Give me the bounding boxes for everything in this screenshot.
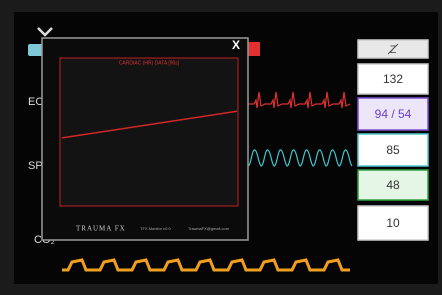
vital-value: 94 / 54 bbox=[375, 107, 412, 121]
vital-value[interactable]: Z bbox=[390, 44, 397, 56]
chart-title: CARDIAC (HR) DATA [90s] bbox=[119, 60, 180, 66]
channel-label: EC bbox=[28, 96, 43, 108]
contact: TraumaFX@gmail.com bbox=[188, 226, 230, 231]
monitor: ECSPCO₂ Z13294 / 54854810 X CARDIAC (HR)… bbox=[0, 0, 442, 295]
channel-label: SP bbox=[28, 160, 43, 172]
page: Monitor {"side_labels": ["EC", "SP", "CO… bbox=[0, 0, 442, 295]
vital-value: 132 bbox=[383, 72, 403, 86]
vital-value: 85 bbox=[386, 143, 400, 157]
close-button[interactable]: X bbox=[232, 38, 240, 52]
chart-area bbox=[60, 58, 238, 206]
brand: TRAUMA FX bbox=[76, 225, 126, 233]
body: ECSPCO₂ Z13294 / 54854810 X CARDIAC (HR)… bbox=[0, 0, 442, 295]
version: TFX Monitor v0.0 bbox=[140, 226, 171, 231]
vital-value: 10 bbox=[386, 216, 400, 230]
popup: X CARDIAC (HR) DATA [90s] TRAUMA FX TFX … bbox=[42, 38, 248, 240]
vital-value: 48 bbox=[386, 178, 400, 192]
